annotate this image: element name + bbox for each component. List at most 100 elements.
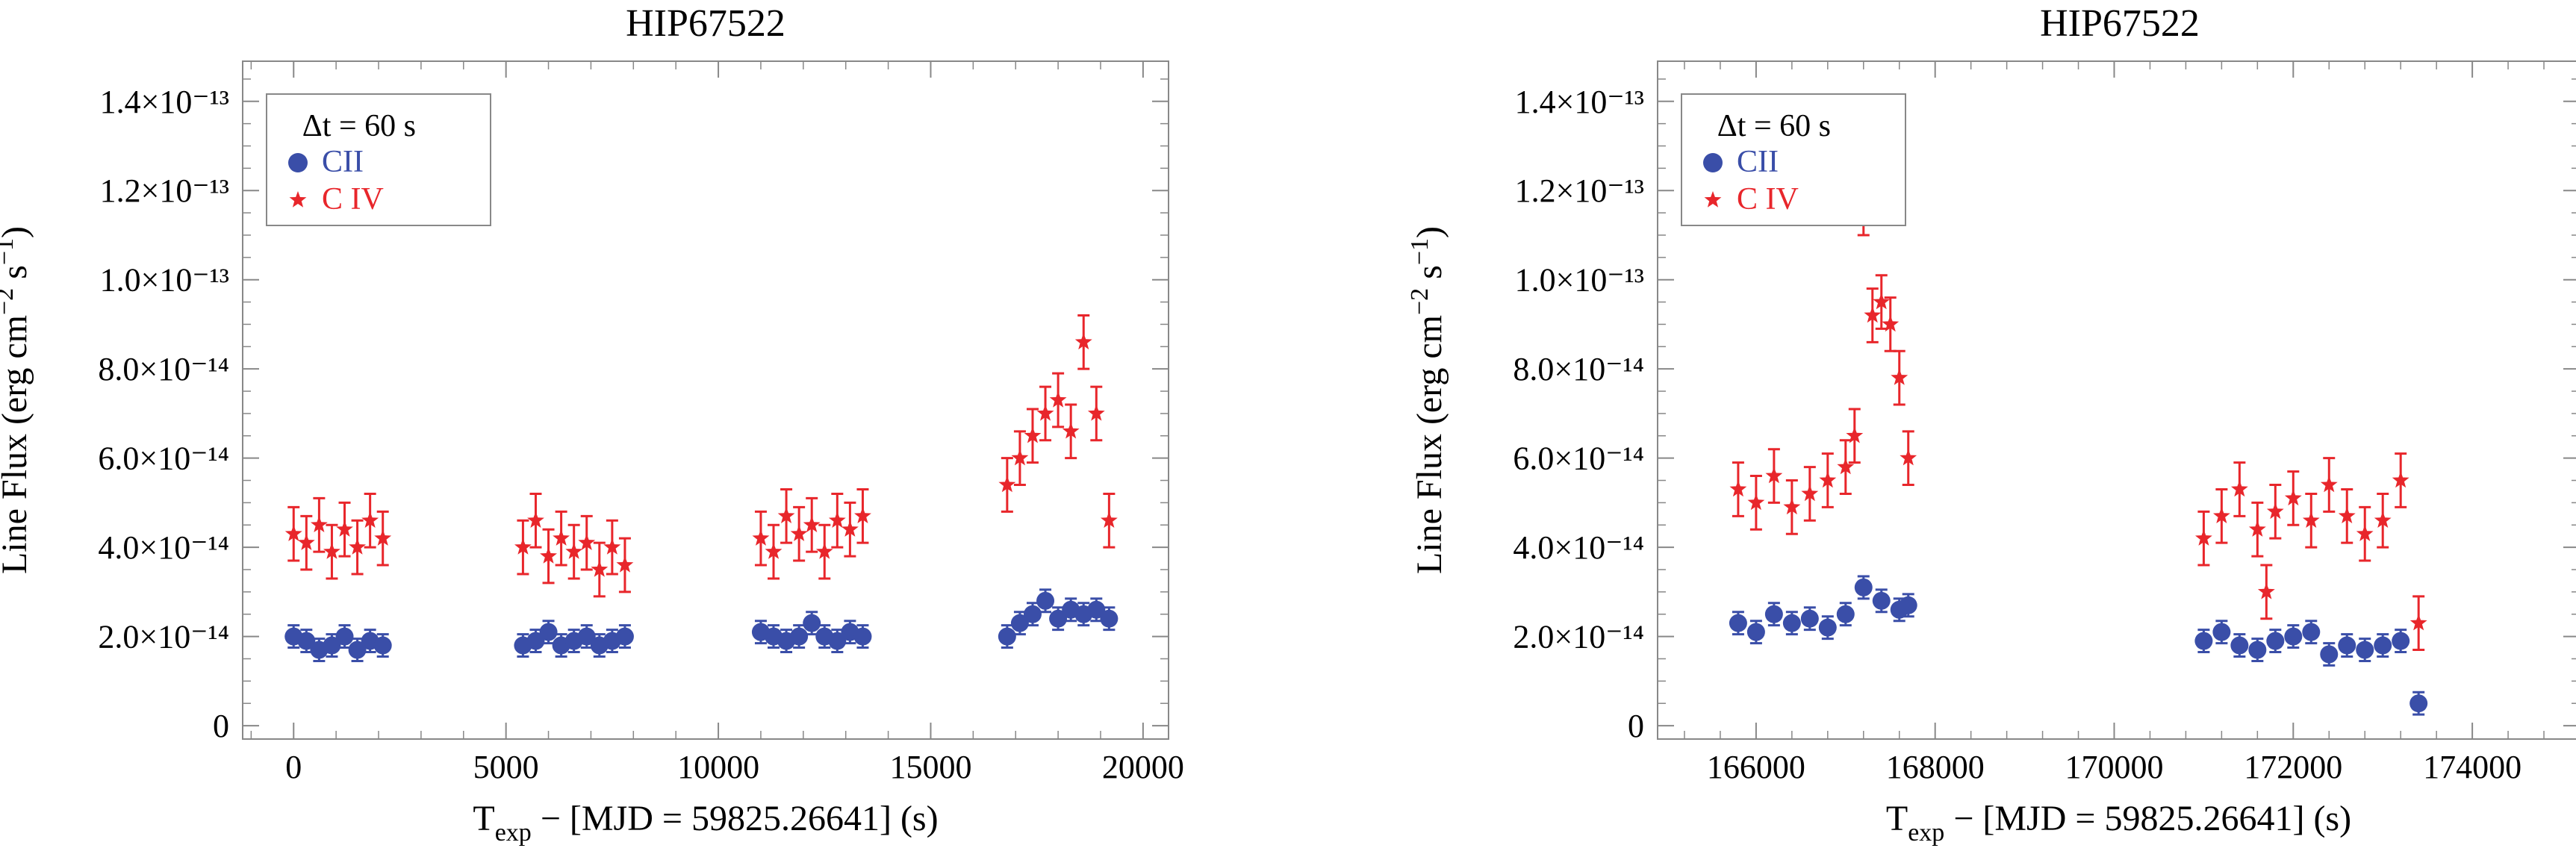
data-point <box>1900 449 1917 466</box>
data-point <box>2409 614 2427 631</box>
x-tick-label: 172000 <box>2244 749 2342 785</box>
data-point <box>348 641 367 659</box>
y-label-part: s <box>1410 265 1449 288</box>
data-point <box>1819 471 1837 488</box>
data-point <box>1783 498 1801 515</box>
data-point <box>2302 623 2321 641</box>
data-point <box>2356 641 2374 659</box>
plot-frame <box>242 60 1169 740</box>
y-tick-label: 1.2×10⁻¹³ <box>100 172 229 209</box>
data-point <box>1872 591 1891 610</box>
y-axis-label: Line Flux (erg cm−2 s−1) <box>0 226 34 574</box>
data-point <box>323 636 341 655</box>
data-point <box>374 529 392 546</box>
data-point <box>815 543 833 559</box>
y-label-superscript: −1 <box>0 238 19 265</box>
y-label-part: ) <box>1410 226 1449 238</box>
data-point <box>1854 578 1873 596</box>
data-point <box>526 632 545 650</box>
data-point <box>297 632 316 650</box>
data-point <box>1800 609 1819 628</box>
legend-label: C IV <box>1737 182 1799 216</box>
data-point <box>1873 293 1891 310</box>
data-point <box>297 534 315 550</box>
data-point <box>577 627 596 646</box>
data-point <box>2302 511 2320 528</box>
data-point <box>2338 636 2356 655</box>
data-point <box>2231 480 2248 497</box>
data-point <box>1747 493 1765 511</box>
data-point <box>615 627 634 646</box>
y-tick-label: 8.0×10⁻¹⁴ <box>1513 351 1644 387</box>
x-axis-label-rest: − [MJD = 59825.26641] (s) <box>1944 799 2351 838</box>
legend-marker <box>288 153 308 172</box>
right-chart-panel: 166000 168000 170000 172000 174000 0 2.0×10⁻¹⁴… <box>1406 60 2576 847</box>
data-point <box>790 627 809 646</box>
data-point <box>2392 471 2409 488</box>
y-tick-label: 4.0×10⁻¹⁴ <box>98 529 229 566</box>
data-point <box>1837 458 1855 475</box>
y-tick-label: 1.4×10⁻¹³ <box>100 84 229 120</box>
data-point <box>1011 449 1029 466</box>
x-tick-label: 15000 <box>889 749 971 785</box>
data-point <box>1765 467 1783 484</box>
y-tick-label: 1.4×10⁻¹³ <box>1515 84 1644 120</box>
legend-dt-text: Δt = 60 s <box>1717 109 1831 143</box>
y-axis-label: Line Flux (erg cm−2 s−1) <box>1406 226 1449 574</box>
x-axis-label-subscript: exp <box>1908 819 1944 847</box>
legend-marker <box>1704 191 1722 208</box>
data-point <box>1036 591 1055 610</box>
data-point <box>1891 369 1908 385</box>
series-cii <box>284 588 1119 662</box>
x-axis-label: Texp − [MJD = 59825.26641] (s) <box>473 799 938 847</box>
data-point <box>2195 529 2212 546</box>
y-label-part: s <box>0 265 34 288</box>
data-point <box>553 529 570 546</box>
data-point <box>998 627 1016 646</box>
data-point <box>1024 426 1042 443</box>
data-point <box>603 538 621 555</box>
left-chart-panel: 0 5000 10000 15000 20000 0 2.0×10⁻¹⁴ 4.0×10⁻¹⁴ 6… <box>0 60 1184 847</box>
data-point <box>2257 582 2275 599</box>
y-tick-label: 1.2×10⁻¹³ <box>1515 172 1644 209</box>
legend-marker <box>289 191 307 208</box>
data-point <box>765 543 783 559</box>
series-c-iv <box>284 314 1118 598</box>
data-point <box>1036 404 1054 421</box>
data-point <box>2248 520 2266 537</box>
x-tick-label: 174000 <box>2423 749 2521 785</box>
data-point <box>1801 484 1819 502</box>
data-point <box>752 529 770 546</box>
data-point <box>284 525 302 541</box>
legend-label: CII <box>322 145 364 179</box>
data-point <box>803 614 821 632</box>
data-point <box>1049 391 1067 408</box>
data-point <box>1729 480 1747 497</box>
right-chart-title: HIP67522 <box>2040 2 2200 45</box>
data-point <box>2409 694 2428 713</box>
y-tick-label: 1.0×10⁻¹³ <box>1515 262 1644 299</box>
data-point <box>998 476 1016 493</box>
data-point <box>1087 404 1105 421</box>
data-point <box>2266 632 2285 650</box>
data-point <box>790 525 808 541</box>
data-point <box>1062 422 1080 439</box>
legend-dt-text: Δt = 60 s <box>302 109 416 143</box>
data-point <box>828 632 847 650</box>
data-point <box>2213 507 2230 523</box>
data-point <box>2284 489 2302 506</box>
data-point <box>335 627 354 646</box>
data-point <box>527 511 544 528</box>
data-point <box>854 507 871 523</box>
y-tick-label: 6.0×10⁻¹⁴ <box>1513 440 1644 477</box>
y-tick-label: 2.0×10⁻¹⁴ <box>1513 619 1644 655</box>
plot-frame <box>1657 60 2576 740</box>
data-point <box>1729 614 1747 632</box>
x-tick-label: 5000 <box>473 749 539 785</box>
data-point <box>2320 645 2339 664</box>
data-point <box>1899 596 1917 614</box>
y-tick-label: 8.0×10⁻¹⁴ <box>98 351 229 387</box>
data-point <box>311 516 328 532</box>
data-point <box>1100 609 1119 628</box>
